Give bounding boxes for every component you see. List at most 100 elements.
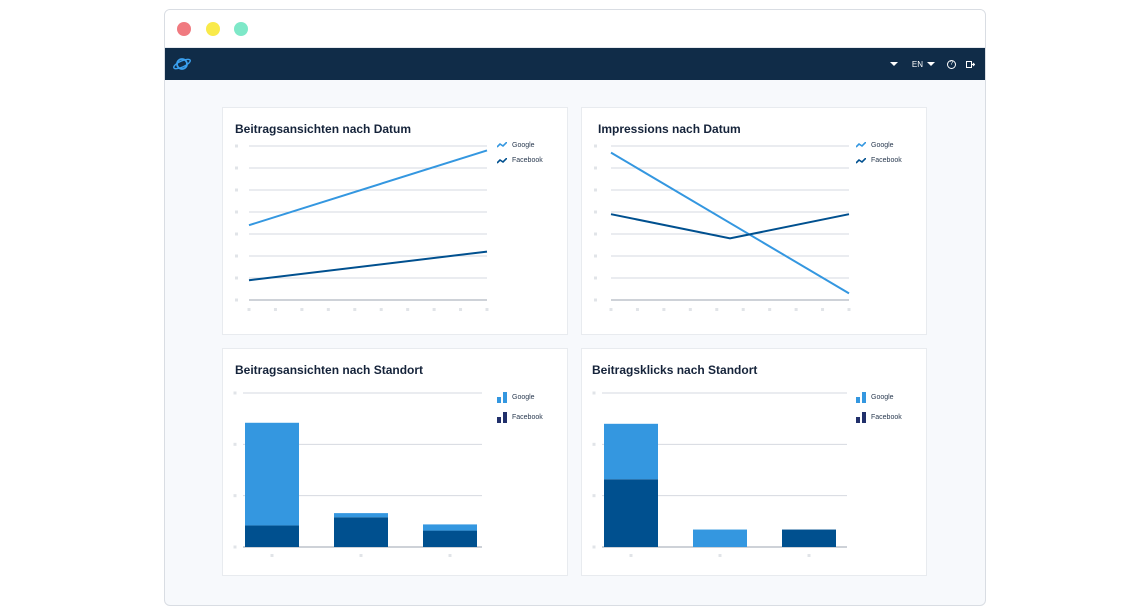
chart-legend: Google Facebook: [497, 140, 543, 171]
legend-label: Facebook: [871, 413, 902, 421]
y-tick-mark: [594, 298, 597, 302]
x-tick-mark: [459, 308, 463, 311]
caret-down-icon[interactable]: [889, 62, 898, 66]
y-tick-mark: [233, 545, 237, 549]
y-tick-mark: [233, 494, 237, 498]
bar-google: [693, 529, 747, 547]
chevron-down-icon: [927, 62, 935, 66]
bar-google: [604, 423, 658, 480]
language-selector[interactable]: EN: [912, 60, 935, 69]
panel-title: Beitragsansichten nach Standort: [235, 363, 424, 377]
bar-chart: [592, 391, 847, 557]
bar-facebook: [423, 530, 477, 547]
chart-legend: Google Facebook: [856, 140, 902, 171]
chart-panel-views-by-date: Beitragsansichten nach Datum Google Face…: [222, 107, 568, 335]
y-tick-mark: [594, 276, 597, 280]
x-tick-mark: [718, 554, 722, 557]
x-tick-mark: [273, 308, 277, 311]
line-legend-icon: [497, 142, 507, 148]
y-tick-mark: [235, 232, 238, 236]
legend-item-facebook[interactable]: Facebook: [497, 411, 543, 423]
line-legend-icon: [856, 142, 866, 148]
legend-item-google[interactable]: Google: [856, 140, 902, 150]
legend-label: Facebook: [512, 413, 543, 421]
y-tick-mark: [594, 210, 597, 214]
y-tick-mark: [592, 494, 596, 498]
bar-legend-icon: [497, 391, 507, 403]
panel-title: Beitragsklicks nach Standort: [592, 363, 758, 377]
legend-label: Google: [871, 141, 894, 149]
x-tick-mark: [270, 554, 274, 557]
language-label: EN: [911, 59, 923, 69]
close-dot[interactable]: [177, 22, 191, 36]
y-tick-mark: [235, 188, 238, 192]
bar-legend-icon: [856, 411, 866, 423]
series-line-google: [248, 149, 488, 227]
panel-title: Impressions nach Datum: [598, 122, 741, 136]
y-tick-mark: [235, 144, 238, 148]
y-tick-mark: [235, 254, 238, 258]
chart-panel-impressions-by-date: Impressions nach Datum Google Facebook: [581, 107, 927, 335]
bar-facebook: [334, 517, 388, 547]
bar-legend-icon: [856, 391, 866, 403]
y-tick-mark: [235, 276, 238, 280]
x-tick-mark: [432, 308, 436, 311]
legend-label: Google: [871, 393, 894, 401]
bar-facebook: [782, 529, 836, 547]
series-line-facebook: [248, 250, 488, 282]
y-tick-mark: [592, 545, 596, 549]
panel-title: Beitragsansichten nach Datum: [235, 122, 412, 136]
line-chart: [235, 144, 489, 311]
minimize-dot[interactable]: [206, 22, 220, 36]
help-icon[interactable]: ?: [947, 59, 956, 69]
bar-google: [423, 524, 477, 531]
x-tick-mark: [353, 308, 357, 311]
maximize-dot[interactable]: [234, 22, 248, 36]
y-tick-mark: [594, 188, 597, 192]
legend-label: Google: [512, 393, 535, 401]
y-tick-mark: [235, 298, 238, 302]
series-line-facebook: [610, 213, 850, 240]
line-legend-icon: [856, 157, 866, 164]
y-tick-mark: [594, 254, 597, 258]
browser-window: EN ? Beitragsansichten nach Datum Google…: [164, 9, 986, 606]
x-tick-mark: [247, 308, 251, 311]
y-tick-mark: [233, 442, 237, 446]
x-tick-mark: [768, 308, 772, 311]
y-tick-mark: [592, 442, 596, 446]
bar-facebook: [245, 525, 299, 547]
legend-label: Facebook: [512, 157, 543, 164]
chart-legend: Google Facebook: [497, 391, 543, 431]
legend-item-google[interactable]: Google: [497, 140, 543, 150]
x-tick-mark: [807, 554, 811, 557]
x-tick-mark: [359, 554, 363, 557]
x-tick-mark: [688, 308, 692, 311]
chart-panel-clicks-by-location: Beitragsklicks nach Standort Google Face…: [581, 348, 927, 576]
legend-item-facebook[interactable]: Facebook: [856, 156, 902, 166]
legend-label: Facebook: [871, 157, 902, 164]
x-tick-mark: [448, 554, 452, 557]
logout-icon[interactable]: [966, 60, 975, 69]
x-tick-mark: [609, 308, 613, 311]
line-legend-icon: [497, 157, 507, 164]
bar-google: [245, 422, 299, 526]
y-tick-mark: [594, 166, 597, 170]
y-tick-mark: [235, 210, 238, 214]
bar-chart: [233, 391, 482, 557]
legend-item-facebook[interactable]: Facebook: [497, 156, 543, 166]
x-tick-mark: [379, 308, 383, 311]
top-navbar: EN ?: [165, 48, 985, 80]
x-tick-mark: [300, 308, 304, 311]
series-line-google: [610, 151, 850, 295]
legend-item-google[interactable]: Google: [856, 391, 902, 403]
y-tick-mark: [235, 166, 238, 170]
x-tick-mark: [485, 308, 489, 311]
legend-item-facebook[interactable]: Facebook: [856, 411, 902, 423]
bar-legend-icon: [497, 411, 507, 423]
legend-item-google[interactable]: Google: [497, 391, 543, 403]
planet-icon[interactable]: [172, 56, 192, 72]
y-tick-mark: [233, 391, 237, 395]
x-tick-mark: [406, 308, 410, 311]
chart-legend: Google Facebook: [856, 391, 902, 431]
x-tick-mark: [715, 308, 719, 311]
